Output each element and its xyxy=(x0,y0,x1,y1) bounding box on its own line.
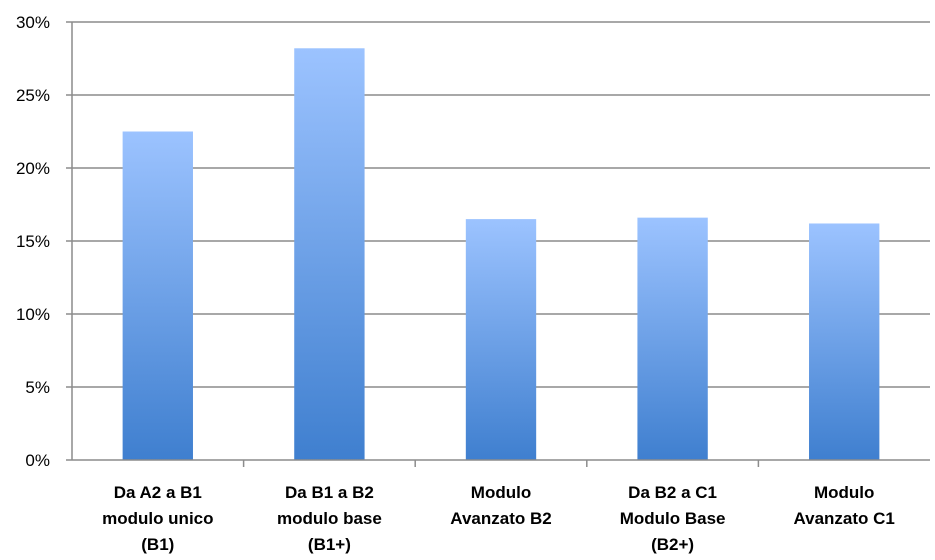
category-label: Da B2 a C1 Modulo Base (B2+) xyxy=(620,483,726,554)
y-tick-label: 30% xyxy=(16,13,50,32)
axes xyxy=(66,21,930,467)
y-tick-label: 5% xyxy=(25,378,50,397)
y-tick-label: 25% xyxy=(16,86,50,105)
bars xyxy=(122,48,880,460)
category-label: Modulo Avanzato B2 xyxy=(450,483,551,528)
y-tick-label: 10% xyxy=(16,305,50,324)
category-label: Modulo Avanzato C1 xyxy=(793,483,894,528)
category-labels: Da A2 a B1 modulo unico (B1) Da B1 a B2 modu… xyxy=(102,483,895,554)
y-tick-label: 20% xyxy=(16,159,50,178)
y-tick-label: 15% xyxy=(16,232,50,251)
bar xyxy=(294,48,365,460)
bar xyxy=(465,219,537,460)
category-label: Da A2 a B1 modulo unico (B1) xyxy=(102,483,213,554)
bar xyxy=(637,217,708,460)
y-tick-label: 0% xyxy=(25,451,50,470)
y-tick-labels: 0% 5% 10% 15% 20% 25% 30% xyxy=(16,13,50,470)
bar xyxy=(809,223,880,460)
category-label: Da B1 a B2 modulo base (B1+) xyxy=(277,483,382,554)
bar xyxy=(122,131,193,460)
